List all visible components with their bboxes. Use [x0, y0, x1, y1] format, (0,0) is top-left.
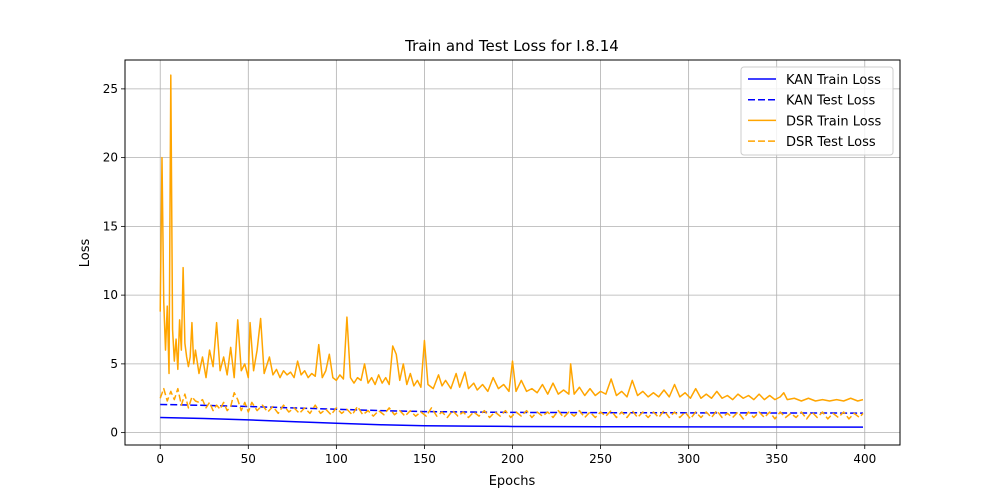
legend-label-1: KAN Test Loss	[786, 94, 876, 109]
y-tick-label: 10	[103, 288, 118, 302]
legend-label-3: DSR Test Loss	[786, 135, 876, 150]
x-tick-label: 50	[241, 452, 256, 466]
x-tick-label: 400	[853, 452, 876, 466]
x-tick-label: 0	[156, 452, 164, 466]
legend-label-0: KAN Train Loss	[786, 73, 881, 88]
x-tick-label: 100	[325, 452, 348, 466]
series-line-3	[159, 387, 864, 420]
y-tick-label: 0	[110, 426, 118, 440]
y-axis-ticks: 0 5 10 15 20 25	[103, 82, 125, 440]
series-line-0	[160, 416, 864, 428]
x-tick-label: 250	[589, 452, 612, 466]
legend-items: KAN Train Loss KAN Test Loss DSR Train Los…	[748, 73, 881, 150]
x-axis-label: Epochs	[489, 474, 536, 489]
y-tick-label: 15	[103, 219, 118, 233]
x-tick-label: 150	[413, 452, 436, 466]
y-tick-label: 25	[103, 82, 118, 96]
series-group	[159, 74, 864, 428]
legend-label-2: DSR Train Loss	[786, 114, 881, 129]
chart-title: Train and Test Loss for I.8.14	[404, 37, 619, 55]
legend-box	[740, 66, 894, 156]
x-tick-label: 350	[765, 452, 788, 466]
series-line-1	[160, 403, 864, 414]
x-tick-label: 300	[677, 452, 700, 466]
legend: KAN Train Loss KAN Test Loss DSR Train Los…	[740, 66, 894, 156]
x-tick-label: 200	[501, 452, 524, 466]
series-line-2	[159, 74, 864, 402]
y-tick-label: 5	[110, 357, 118, 371]
y-axis-label: Loss	[78, 239, 93, 268]
y-tick-label: 20	[103, 151, 118, 165]
x-axis-ticks: 0 50 100 150 200 250 300 350 400	[156, 445, 876, 466]
